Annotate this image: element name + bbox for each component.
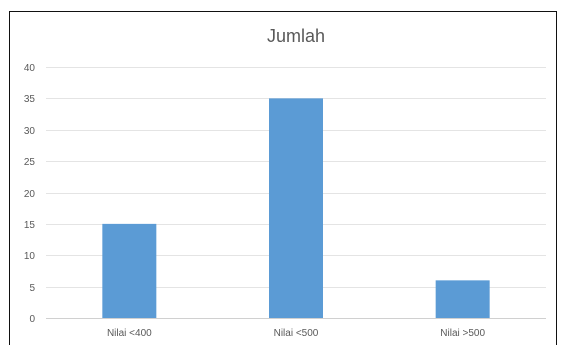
y-tick-label: 25 — [24, 157, 36, 168]
bars — [102, 98, 490, 318]
bar — [102, 223, 157, 318]
y-tick-label: 5 — [29, 283, 35, 294]
chart-title: Jumlah — [267, 26, 325, 46]
y-tick-label: 15 — [24, 220, 36, 231]
bar — [269, 98, 323, 318]
y-axis-ticks: 0 5 10 15 20 25 30 35 40 — [24, 63, 36, 325]
x-tick-label: Nilai >500 — [440, 328, 485, 339]
y-tick-label: 0 — [29, 314, 35, 325]
bar — [435, 280, 490, 318]
x-axis-ticks: Nilai <400 Nilai <500 Nilai >500 — [107, 328, 486, 339]
x-tick-label: Nilai <500 — [274, 328, 319, 339]
y-tick-label: 35 — [24, 94, 36, 105]
y-tick-label: 30 — [24, 126, 36, 137]
y-tick-label: 10 — [24, 251, 36, 262]
x-tick-label: Nilai <400 — [107, 328, 152, 339]
y-tick-label: 20 — [24, 189, 36, 200]
y-tick-label: 40 — [24, 63, 36, 74]
